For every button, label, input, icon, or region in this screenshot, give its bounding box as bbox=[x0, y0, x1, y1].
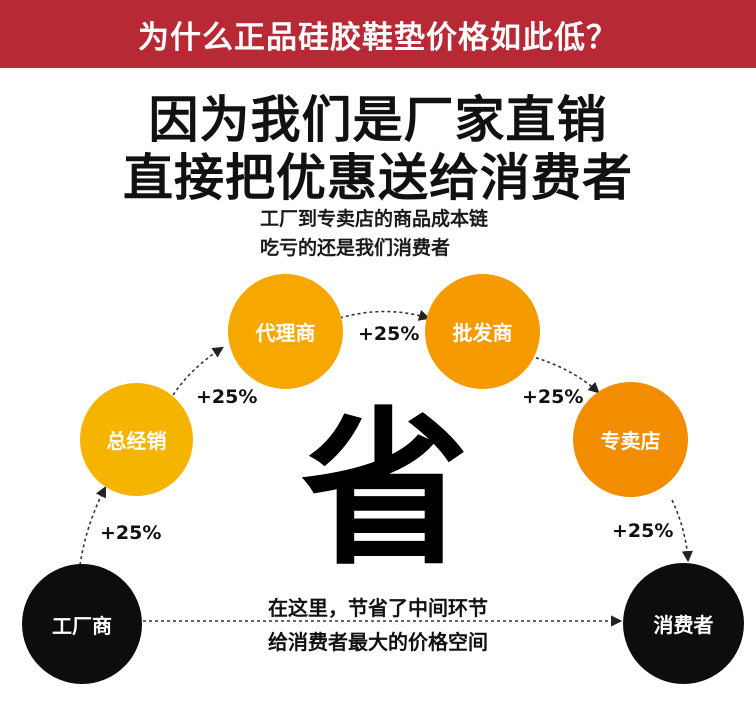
node-consumer: 消费者 bbox=[623, 563, 744, 684]
bottom-note-line-2: 给消费者最大的价格空间 bbox=[268, 630, 488, 654]
markup-label: +25% bbox=[522, 386, 584, 408]
node-label: 批发商 bbox=[452, 321, 513, 345]
node-label: 消费者 bbox=[653, 613, 714, 637]
banner-title: 为什么正品硅胶鞋垫价格如此低？ bbox=[138, 19, 618, 56]
arrow-factory-to-distributor bbox=[79, 486, 107, 566]
arrow-agent-to-wholesaler bbox=[339, 310, 431, 321]
node-factory: 工厂商 bbox=[22, 564, 142, 684]
node-wholesaler: 批发商 bbox=[425, 274, 540, 389]
arrow-wholesaler-to-store bbox=[529, 355, 600, 394]
node-label: 专卖店 bbox=[600, 429, 661, 453]
bottom-note-line-1: 在这里，节省了中间环节 bbox=[268, 596, 488, 620]
node-label: 总经销 bbox=[106, 429, 167, 453]
headline-line-1: 因为我们是厂家直销 bbox=[148, 91, 608, 149]
node-label: 工厂商 bbox=[52, 613, 112, 638]
headline-line-2: 直接把优惠送给消费者 bbox=[123, 149, 633, 207]
node-label: 代理商 bbox=[255, 321, 316, 345]
save-character: 省 bbox=[301, 392, 469, 588]
title-banner: 为什么正品硅胶鞋垫价格如此低？ bbox=[0, 0, 756, 68]
node-agent: 代理商 bbox=[228, 274, 343, 389]
arrow-store-to-consumer bbox=[671, 499, 693, 563]
node-store: 专卖店 bbox=[573, 382, 688, 497]
markup-label: +25% bbox=[196, 386, 258, 408]
markup-label: +25% bbox=[100, 522, 162, 544]
subtitle-line-2: 吃亏的还是我们消费者 bbox=[260, 237, 451, 259]
markup-label: +25% bbox=[358, 323, 420, 345]
arrow-distributor-to-agent bbox=[169, 346, 224, 401]
subtitle-line-1: 工厂到专卖店的商品成本链 bbox=[260, 208, 489, 230]
markup-label: +25% bbox=[612, 520, 674, 542]
node-distributor: 总经销 bbox=[80, 383, 193, 496]
